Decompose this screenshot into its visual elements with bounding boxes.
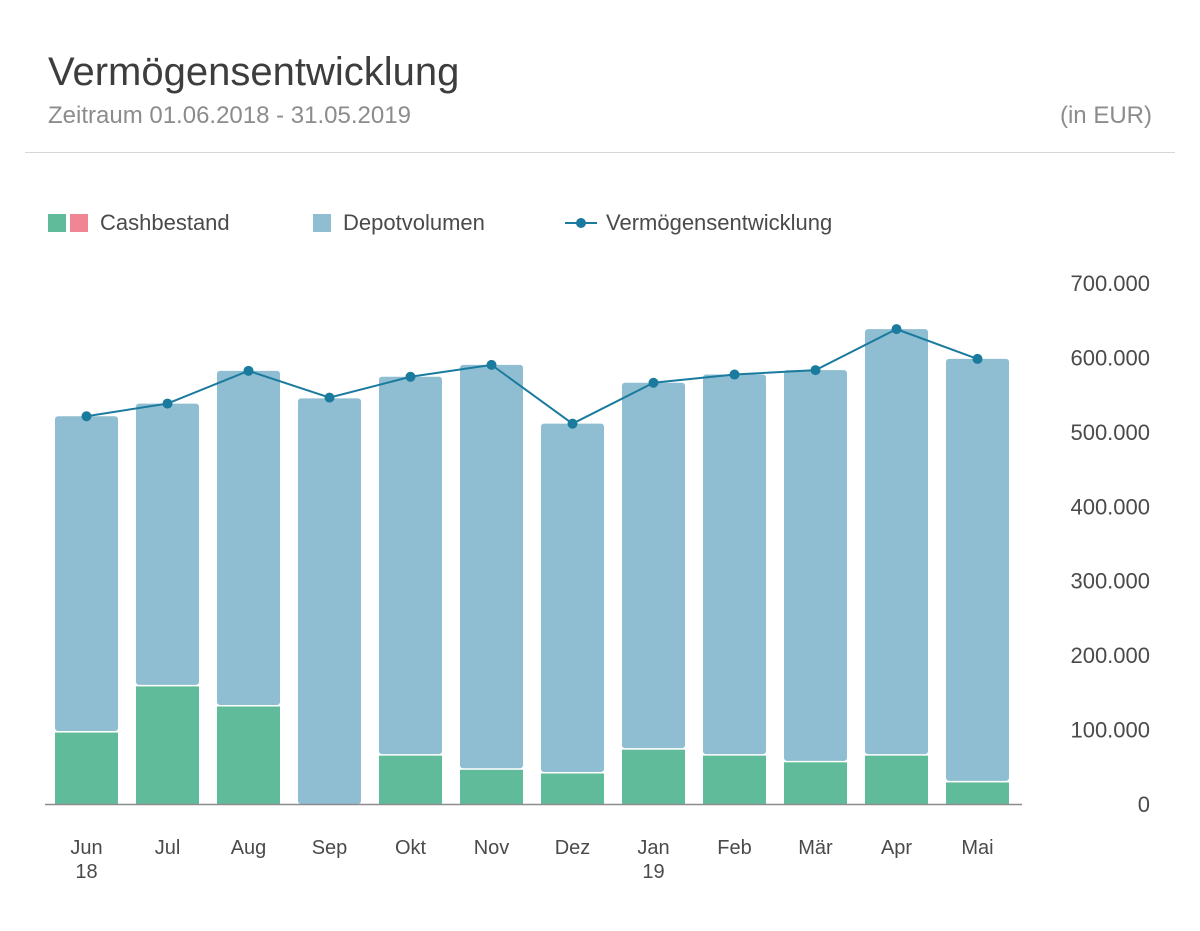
- bar-depot: [865, 329, 928, 755]
- bar-depot: [136, 403, 199, 685]
- chart-subtitle: Zeitraum 01.06.2018 - 31.05.2019: [48, 102, 411, 129]
- x-tick-label: Mai: [961, 837, 993, 859]
- legend-item-cash[interactable]: Cashbestand: [48, 208, 230, 238]
- bar-cash: [217, 706, 280, 804]
- bar-cash: [703, 755, 766, 804]
- legend-label-cash: Cashbestand: [100, 210, 230, 235]
- bar-cash: [946, 782, 1009, 804]
- line-point: [729, 369, 740, 380]
- x-tick-label: 19: [642, 861, 664, 883]
- x-tick-label: Dez: [555, 837, 591, 859]
- y-tick-label: 200.000: [1070, 643, 1150, 668]
- line-point: [810, 365, 821, 376]
- y-tick-label: 600.000: [1070, 345, 1150, 370]
- x-tick-label: Jul: [155, 837, 181, 859]
- line-point: [324, 392, 335, 403]
- depot-swatch: [313, 214, 331, 232]
- x-tick-label: Jan: [637, 837, 669, 859]
- x-tick-label: Apr: [881, 837, 912, 859]
- line-point: [891, 324, 902, 335]
- chart-title: Vermögensentwicklung: [48, 50, 460, 94]
- x-tick-label: Mär: [798, 837, 833, 859]
- legend-item-line[interactable]: Vermögensentwicklung: [564, 208, 832, 238]
- bar-depot: [379, 376, 442, 755]
- line-point: [648, 377, 659, 388]
- x-tick-label: 18: [75, 861, 97, 883]
- y-tick-label: 0: [1138, 792, 1150, 817]
- bar-depot: [217, 370, 280, 706]
- legend-label-depot: Depotvolumen: [343, 210, 485, 235]
- x-tick-label: Aug: [231, 837, 267, 859]
- y-tick-label: 700.000: [1070, 271, 1150, 296]
- bar-cash: [136, 686, 199, 804]
- y-tick-label: 300.000: [1070, 569, 1150, 594]
- x-tick-label: Jun: [70, 837, 102, 859]
- bar-depot: [784, 370, 847, 761]
- bar-cash: [622, 749, 685, 804]
- bar-depot: [946, 358, 1009, 781]
- bar-depot: [298, 398, 361, 804]
- bar-cash: [784, 762, 847, 804]
- bar-cash: [865, 755, 928, 804]
- bar-cash: [460, 769, 523, 804]
- bar-cash: [55, 732, 118, 804]
- x-tick-label: Nov: [474, 837, 510, 859]
- x-tick-label: Feb: [717, 837, 751, 859]
- line-point: [162, 398, 173, 409]
- bar-depot: [55, 416, 118, 732]
- line-vermoegensentwicklung: [86, 328, 978, 425]
- bar-depot: [460, 364, 523, 769]
- legend-item-depot[interactable]: Depotvolumen: [313, 208, 485, 238]
- line-point: [405, 371, 416, 382]
- line-point: [81, 411, 92, 422]
- y-tick-label: 500.000: [1070, 420, 1150, 445]
- x-tick-label: Sep: [312, 837, 348, 859]
- line-point: [567, 418, 578, 429]
- legend-label-line: Vermögensentwicklung: [606, 210, 833, 235]
- line-point: [243, 365, 254, 376]
- cash-positive-swatch: [48, 214, 66, 232]
- line-point: [486, 359, 497, 370]
- unit-label: (in EUR): [1059, 102, 1152, 129]
- bar-depot: [622, 382, 685, 749]
- y-tick-label: 100.000: [1070, 718, 1150, 743]
- bar-cash: [541, 773, 604, 804]
- header-divider: [25, 152, 1175, 153]
- line-point: [972, 353, 983, 364]
- cash-negative-swatch: [70, 214, 88, 232]
- bar-cash: [379, 755, 442, 804]
- x-tick-label: Okt: [395, 837, 427, 859]
- y-tick-label: 400.000: [1070, 494, 1150, 519]
- line-marker-icon: [565, 218, 597, 228]
- bar-depot: [541, 423, 604, 772]
- bar-depot: [703, 374, 766, 755]
